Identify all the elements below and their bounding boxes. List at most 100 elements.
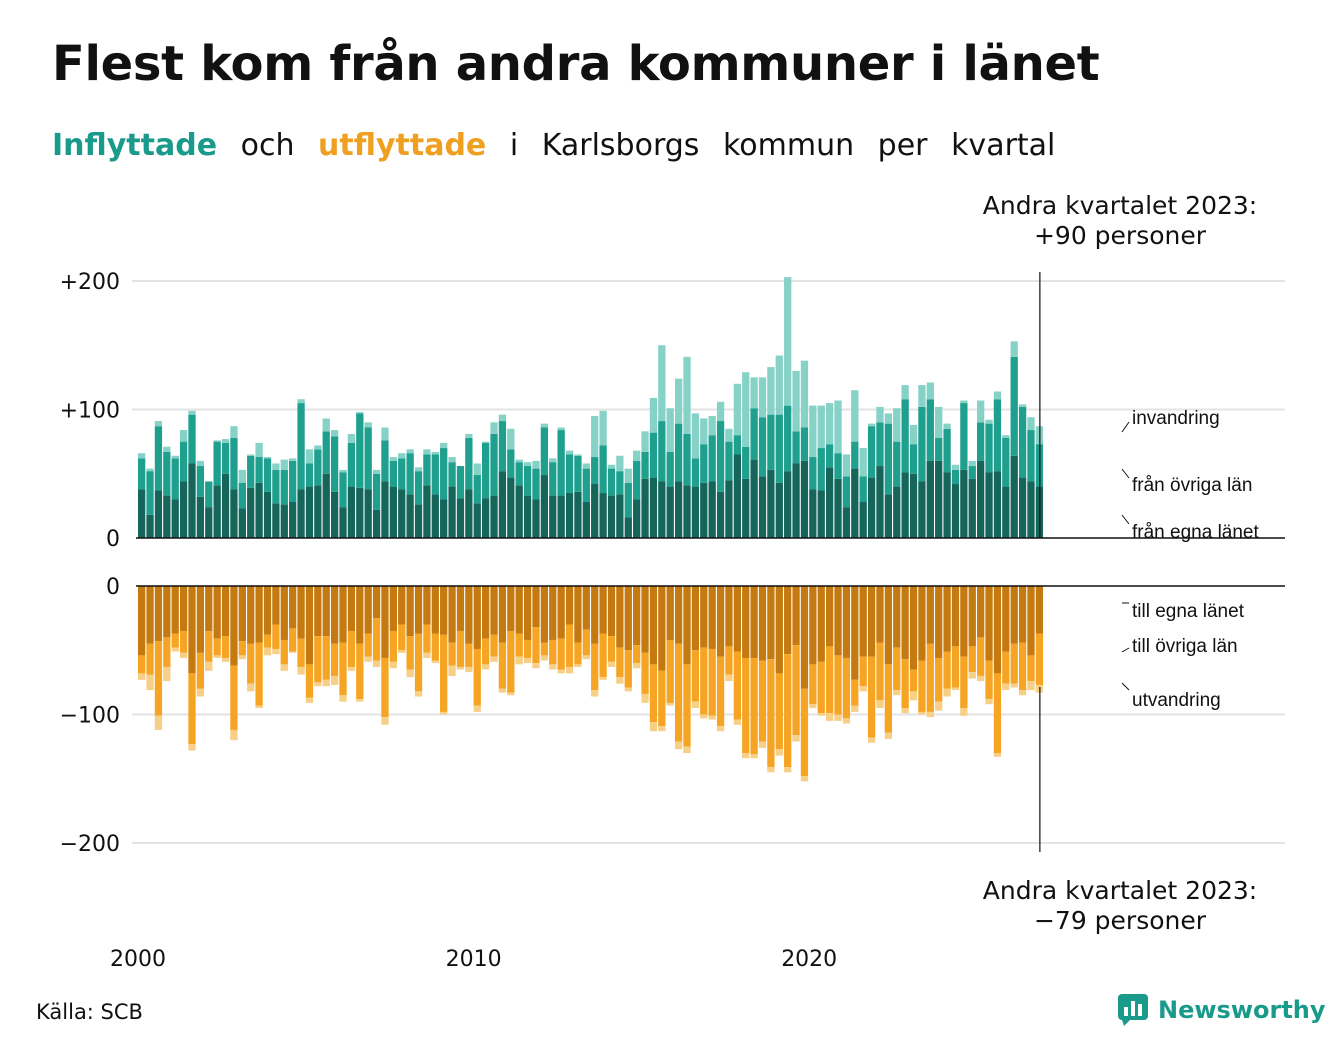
bar-outflow-ovriga [649, 664, 658, 723]
newsworthy-logo[interactable]: Newsworthy [1118, 994, 1326, 1026]
bar-outflow-utvandring [582, 655, 590, 660]
bar-inflow-ovriga [247, 455, 255, 488]
bar-outflow-ovriga [230, 665, 238, 730]
bar-inflow-invandring [481, 441, 490, 443]
bar-outflow-egna [339, 586, 347, 643]
bar-outflow-ovriga [1018, 642, 1027, 691]
bar-outflow-ovriga [213, 638, 221, 656]
bar-outflow-egna [398, 586, 406, 625]
bar-outflow-egna [163, 586, 171, 638]
bar-inflow-egna [196, 496, 205, 538]
bar-inflow-egna [414, 504, 423, 538]
bar-outflow-egna [230, 586, 238, 666]
bar-inflow-egna [951, 484, 960, 538]
bar-outflow-utvandring [314, 682, 322, 687]
bar-inflow-ovriga [624, 482, 632, 518]
bar-inflow-egna [909, 473, 918, 538]
bar-outflow-utvandring [507, 692, 515, 696]
bar-outflow-ovriga [884, 664, 893, 733]
bar-outflow-ovriga [851, 679, 859, 706]
bar-outflow-utvandring [767, 767, 775, 773]
bar-outflow-egna [742, 586, 750, 658]
bar-inflow-egna [297, 489, 305, 538]
bar-inflow-ovriga [289, 460, 297, 503]
bar-outflow-ovriga [767, 659, 775, 768]
bar-inflow-ovriga [842, 476, 851, 508]
bar-outflow-utvandring [708, 715, 716, 720]
bar-outflow-egna [289, 586, 297, 629]
bar-inflow-ovriga [918, 406, 926, 482]
bar-outflow-utvandring [876, 700, 884, 709]
bar-inflow-invandring [322, 418, 330, 432]
bar-outflow-utvandring [138, 673, 146, 680]
bar-outflow-egna [691, 586, 700, 651]
bar-outflow-egna [1027, 586, 1035, 656]
bar-outflow-egna [540, 586, 549, 643]
bar-outflow-ovriga [356, 643, 364, 700]
bar-outflow-utvandring [1002, 683, 1010, 691]
bar-inflow-egna [725, 480, 733, 538]
bar-inflow-egna [607, 495, 616, 538]
bar-inflow-egna [825, 467, 834, 538]
bar-inflow-ovriga [691, 458, 700, 487]
bar-outflow-ovriga [977, 637, 985, 676]
bar-outflow-egna [456, 586, 465, 631]
bar-inflow-invandring [1002, 435, 1010, 438]
bar-inflow-egna [213, 485, 221, 538]
chart-bar-icon [1118, 994, 1148, 1026]
bar-outflow-ovriga [624, 650, 632, 688]
bar-inflow-ovriga [683, 433, 691, 486]
bar-inflow-ovriga [951, 469, 960, 485]
bar-outflow-utvandring [381, 717, 389, 725]
outflow-bars [138, 586, 1044, 782]
bar-outflow-egna [591, 586, 599, 644]
bar-outflow-egna [951, 586, 960, 647]
bar-inflow-egna [389, 486, 397, 538]
bar-inflow-ovriga [339, 472, 347, 508]
label-leader [1121, 421, 1130, 433]
bar-outflow-ovriga [498, 642, 507, 689]
bar-inflow-ovriga [549, 462, 557, 496]
bar-outflow-utvandring [297, 666, 305, 675]
bar-inflow-invandring [658, 345, 666, 422]
bar-outflow-ovriga [179, 630, 188, 653]
bar-inflow-ovriga [716, 421, 725, 492]
subtitle-word: kvartal [951, 128, 1056, 163]
bar-outflow-utvandring [481, 664, 490, 670]
bar-inflow-invandring [666, 408, 674, 452]
bar-outflow-ovriga [1010, 643, 1018, 684]
bar-inflow-invandring [381, 427, 389, 441]
bar-outflow-egna [565, 586, 574, 625]
bar-outflow-ovriga [867, 656, 876, 738]
bar-outflow-utvandring [465, 666, 473, 673]
bar-inflow-ovriga [809, 457, 817, 490]
bar-outflow-utvandring [825, 713, 834, 721]
bar-outflow-egna [532, 586, 540, 628]
bar-inflow-invandring [624, 468, 632, 483]
bar-outflow-ovriga [272, 624, 280, 649]
migration-chart: +200 +100 0 0 −100 −200 2000 2010 2020 Andra kva… [60, 191, 1285, 972]
bar-outflow-ovriga [163, 637, 171, 667]
bar-inflow-egna [565, 493, 574, 538]
bar-outflow-egna [1035, 586, 1044, 634]
bar-inflow-egna [356, 487, 364, 538]
bar-outflow-ovriga [146, 643, 154, 675]
bar-outflow-ovriga [289, 628, 297, 652]
bar-inflow-ovriga [960, 403, 968, 470]
bar-outflow-utvandring [750, 754, 758, 759]
bar-outflow-egna [607, 586, 616, 637]
bar-outflow-egna [775, 586, 783, 674]
bar-inflow-ovriga [372, 473, 381, 510]
bar-outflow-ovriga [154, 641, 163, 716]
source-note: Källa: SCB [36, 1000, 143, 1024]
bar-outflow-egna [859, 586, 867, 657]
bar-outflow-utvandring [238, 655, 246, 660]
bar-inflow-egna [456, 498, 465, 538]
bar-inflow-invandring [901, 385, 909, 400]
bar-outflow-ovriga [968, 646, 976, 673]
bar-outflow-ovriga [171, 633, 179, 648]
bar-inflow-ovriga [138, 458, 146, 490]
bar-inflow-ovriga [490, 433, 498, 496]
bar-outflow-ovriga [918, 660, 926, 712]
bar-outflow-utvandring [272, 648, 280, 655]
